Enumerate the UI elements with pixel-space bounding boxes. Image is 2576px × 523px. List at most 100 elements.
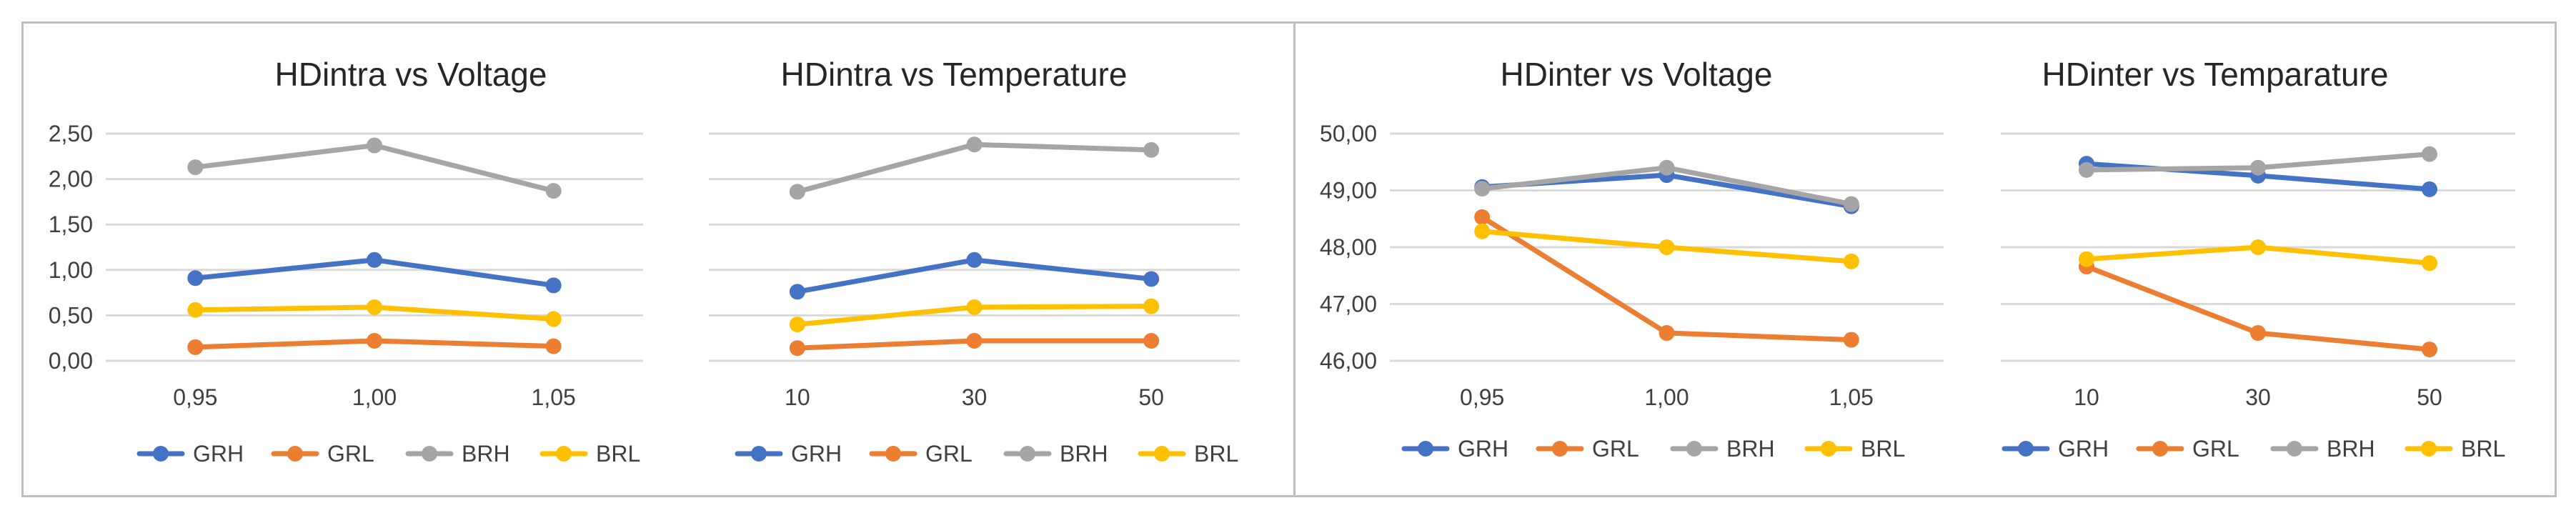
data-point-grh bbox=[2422, 181, 2437, 197]
y-tick-label: 2,50 bbox=[49, 121, 93, 146]
legend-label-brh: BRH bbox=[1726, 436, 1775, 462]
data-point-brh bbox=[2250, 159, 2266, 176]
data-point-grl bbox=[789, 340, 805, 357]
data-point-brl bbox=[789, 317, 805, 333]
right-chart-panel bbox=[1293, 21, 2557, 497]
data-point-brh bbox=[789, 184, 805, 200]
chart-title: HDintra vs Voltage bbox=[275, 56, 547, 93]
x-tick-label: 1,00 bbox=[1644, 384, 1689, 410]
x-tick-label: 1,00 bbox=[352, 384, 397, 410]
data-point-grl bbox=[1143, 333, 1160, 349]
legend-marker-brh bbox=[422, 446, 437, 462]
legend-label-grh: GRH bbox=[193, 441, 244, 467]
x-tick-label: 10 bbox=[2074, 384, 2099, 410]
data-point-brl bbox=[187, 302, 204, 318]
data-point-brl bbox=[2422, 255, 2437, 272]
x-tick-label: 30 bbox=[2245, 384, 2271, 410]
data-point-grl bbox=[1659, 325, 1675, 342]
data-point-grl bbox=[1474, 209, 1491, 225]
legend-label-grh: GRH bbox=[1458, 436, 1508, 462]
legend-label-brl: BRL bbox=[596, 441, 640, 467]
y-tick-label: 50,00 bbox=[1320, 121, 1377, 146]
data-point-brl bbox=[966, 299, 983, 315]
legend-label-brl: BRL bbox=[1861, 436, 1905, 462]
data-point-grh bbox=[1143, 271, 1160, 287]
chart-title: HDinter vs Temparature bbox=[2042, 56, 2389, 93]
data-point-brh bbox=[1659, 159, 1675, 176]
legend-label-grl: GRL bbox=[2192, 436, 2239, 462]
chart-title: HDinter vs Voltage bbox=[1501, 56, 1773, 93]
legend-label-grl: GRL bbox=[327, 441, 374, 467]
data-point-brh bbox=[1143, 141, 1160, 158]
data-point-grh bbox=[367, 251, 382, 268]
legend-label-grh: GRH bbox=[791, 441, 842, 467]
data-point-grl bbox=[545, 338, 562, 354]
legend-marker-grl bbox=[885, 446, 901, 462]
data-point-brl bbox=[1843, 253, 1859, 269]
data-point-brh bbox=[2422, 146, 2437, 162]
data-point-brl bbox=[1143, 298, 1160, 314]
y-tick-label: 0,50 bbox=[49, 302, 93, 328]
x-tick-label: 0,95 bbox=[1460, 384, 1504, 410]
data-point-brl bbox=[1659, 239, 1675, 255]
left-chart-panel bbox=[21, 21, 1298, 497]
legend-marker-grh bbox=[751, 446, 767, 462]
data-point-brl bbox=[2079, 251, 2094, 267]
data-point-brh bbox=[1843, 196, 1859, 212]
y-tick-label: 46,00 bbox=[1320, 348, 1377, 374]
legend-marker-brl bbox=[556, 446, 572, 462]
data-point-grl bbox=[2250, 325, 2266, 342]
data-point-grh bbox=[966, 251, 983, 268]
legend-marker-grh bbox=[153, 446, 169, 462]
data-point-brh bbox=[367, 137, 382, 154]
data-point-grl bbox=[966, 333, 983, 349]
data-point-grh bbox=[187, 270, 204, 287]
legend-marker-brh bbox=[1020, 446, 1035, 462]
data-point-brh bbox=[187, 159, 204, 176]
legend-label-brl: BRL bbox=[1194, 441, 1238, 467]
legend-marker-grh bbox=[2018, 441, 2034, 457]
data-point-brh bbox=[2079, 161, 2094, 178]
legend-label-brh: BRH bbox=[2327, 436, 2375, 462]
x-tick-label: 50 bbox=[2417, 384, 2442, 410]
data-point-brl bbox=[2250, 239, 2266, 255]
y-tick-label: 2,00 bbox=[49, 166, 93, 192]
legend-marker-brl bbox=[1154, 446, 1170, 462]
x-tick-label: 1,05 bbox=[532, 384, 576, 410]
data-point-grl bbox=[2422, 342, 2437, 358]
x-tick-label: 30 bbox=[962, 384, 988, 410]
legend-label-grh: GRH bbox=[2058, 436, 2109, 462]
data-point-grh bbox=[789, 284, 805, 300]
legend-marker-grl bbox=[287, 446, 303, 462]
legend-label-brh: BRH bbox=[1060, 441, 1108, 467]
x-tick-label: 0,95 bbox=[173, 384, 217, 410]
legend-label-grl: GRL bbox=[1592, 436, 1639, 462]
y-tick-label: 49,00 bbox=[1320, 178, 1377, 204]
data-point-brl bbox=[367, 299, 382, 315]
legend-marker-grl bbox=[2152, 441, 2168, 457]
y-tick-label: 48,00 bbox=[1320, 234, 1377, 260]
y-tick-label: 1,00 bbox=[49, 257, 93, 283]
data-point-grl bbox=[367, 333, 382, 349]
data-point-grl bbox=[187, 339, 204, 355]
legend-marker-brl bbox=[2421, 441, 2437, 457]
legend-marker-grh bbox=[1418, 441, 1433, 457]
y-tick-label: 0,00 bbox=[49, 348, 93, 374]
data-point-brl bbox=[545, 311, 562, 327]
data-point-brl bbox=[1474, 223, 1491, 239]
data-point-brh bbox=[545, 183, 562, 199]
data-point-grl bbox=[1843, 332, 1859, 348]
data-point-brh bbox=[1474, 181, 1491, 197]
chart-title: HDintra vs Temperature bbox=[781, 56, 1128, 93]
y-tick-label: 1,50 bbox=[49, 211, 93, 237]
legend-marker-brh bbox=[2287, 441, 2302, 457]
legend-label-brh: BRH bbox=[462, 441, 510, 467]
legend-marker-brl bbox=[1821, 441, 1836, 457]
x-tick-label: 50 bbox=[1138, 384, 1164, 410]
y-tick-label: 47,00 bbox=[1320, 292, 1377, 317]
legend-marker-grl bbox=[1552, 441, 1568, 457]
legend-label-grl: GRL bbox=[925, 441, 973, 467]
x-tick-label: 10 bbox=[785, 384, 810, 410]
legend-label-brl: BRL bbox=[2461, 436, 2505, 462]
